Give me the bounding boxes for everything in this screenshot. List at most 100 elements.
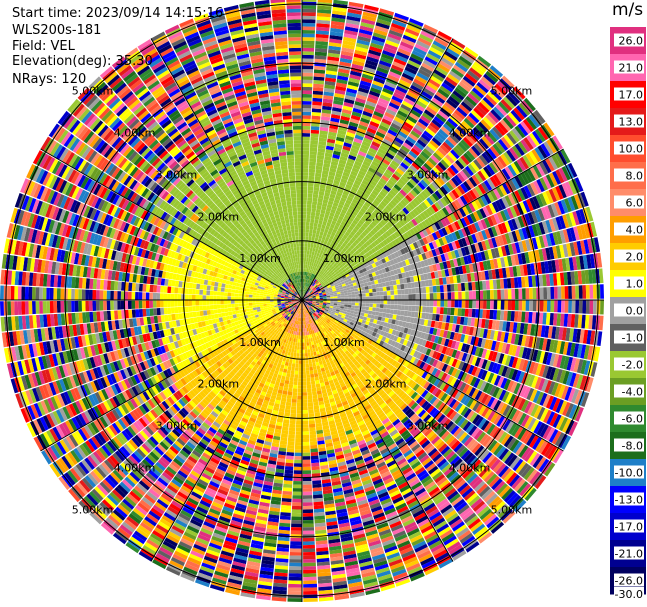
gate-cell bbox=[312, 274, 315, 278]
gate-cell bbox=[447, 44, 462, 55]
gate-cell bbox=[375, 183, 383, 191]
gate-cell bbox=[311, 204, 317, 209]
gate-cell bbox=[305, 275, 308, 280]
gate-cell bbox=[463, 117, 475, 129]
gate-cell bbox=[326, 222, 331, 227]
gate-cell bbox=[589, 300, 594, 314]
gate-cell bbox=[390, 98, 402, 107]
gate-cell bbox=[318, 144, 326, 149]
gate-cell bbox=[316, 277, 320, 281]
gate-cell bbox=[312, 197, 318, 202]
gate-cell bbox=[507, 289, 512, 300]
gate-cell bbox=[317, 238, 322, 243]
gate-cell bbox=[359, 25, 374, 32]
gate-cell bbox=[316, 205, 322, 210]
gate-cell bbox=[322, 232, 328, 237]
gate-cell bbox=[483, 290, 487, 300]
gate-cell bbox=[600, 284, 604, 299]
gate-cell bbox=[302, 143, 310, 148]
gate-cell bbox=[312, 366, 317, 371]
gate-cell bbox=[302, 8, 316, 13]
gate-cell bbox=[532, 287, 537, 299]
gate-cell bbox=[429, 139, 440, 149]
gate-cell bbox=[316, 12, 331, 18]
gate-cell bbox=[417, 37, 432, 47]
gate-cell bbox=[313, 266, 317, 271]
gate-cell bbox=[317, 0, 333, 4]
gate-cell bbox=[430, 154, 440, 164]
gate-cell bbox=[443, 79, 456, 90]
gate-cell bbox=[326, 59, 339, 65]
gate-cell bbox=[307, 272, 310, 276]
gate-cell bbox=[306, 257, 309, 262]
gate-cell bbox=[330, 114, 341, 120]
gate-cell bbox=[461, 300, 466, 308]
gate-cell bbox=[543, 287, 548, 299]
gate-cell bbox=[463, 98, 475, 110]
gate-cell bbox=[327, 230, 333, 235]
gate-cell bbox=[350, 170, 358, 177]
gate-cell bbox=[514, 300, 519, 311]
gate-cell bbox=[368, 310, 373, 315]
gate-cell bbox=[371, 141, 381, 148]
gate-cell bbox=[426, 293, 430, 300]
gate-cell bbox=[360, 207, 367, 214]
gate-cell bbox=[406, 136, 417, 145]
gate-cell bbox=[412, 300, 416, 306]
gate-cell bbox=[321, 263, 326, 268]
gate-cell bbox=[380, 161, 389, 169]
gate-cell bbox=[325, 185, 332, 191]
gate-cell bbox=[302, 12, 316, 17]
gate-cell bbox=[360, 117, 370, 124]
gate-cell bbox=[338, 240, 344, 246]
gate-cell bbox=[431, 137, 442, 147]
gate-cell bbox=[433, 134, 444, 144]
gate-cell bbox=[319, 126, 329, 132]
gate-cell bbox=[429, 306, 434, 314]
gate-cell bbox=[313, 244, 317, 249]
gate-cell bbox=[302, 289, 304, 293]
gate-cell bbox=[342, 252, 347, 258]
gate-cell bbox=[370, 42, 384, 50]
gate-cell bbox=[314, 408, 320, 413]
gate-cell bbox=[336, 169, 344, 175]
gate-cell bbox=[328, 49, 341, 55]
gate-cell bbox=[501, 75, 515, 89]
gate-cell bbox=[341, 193, 348, 200]
gate-cell bbox=[349, 239, 355, 245]
gate-cell bbox=[333, 258, 338, 263]
gate-cell bbox=[331, 110, 342, 116]
gate-cell bbox=[497, 300, 501, 310]
gate-cell bbox=[326, 297, 331, 299]
gate-cell bbox=[397, 289, 402, 295]
gate-cell bbox=[448, 95, 460, 107]
gate-cell bbox=[309, 345, 313, 350]
gate-cell bbox=[317, 151, 325, 156]
gate-cell bbox=[338, 122, 349, 129]
gate-cell bbox=[389, 125, 399, 134]
gate-cell bbox=[440, 56, 454, 67]
gate-cell bbox=[310, 243, 314, 248]
gate-cell bbox=[310, 286, 314, 290]
gate-cell bbox=[454, 61, 469, 73]
gate-cell bbox=[347, 84, 359, 91]
gate-cell bbox=[336, 78, 348, 85]
gate-cell bbox=[322, 102, 333, 107]
gate-cell bbox=[342, 171, 350, 178]
gate-cell bbox=[348, 192, 355, 199]
gate-cell bbox=[341, 47, 355, 53]
gate-cell bbox=[319, 266, 324, 271]
gate-cell bbox=[344, 138, 353, 145]
gate-cell bbox=[389, 162, 398, 171]
gate-cell bbox=[316, 155, 325, 160]
gate-cell bbox=[422, 287, 427, 294]
gate-cell bbox=[412, 144, 423, 154]
gate-cell bbox=[347, 247, 352, 253]
gate-cell bbox=[358, 150, 367, 157]
gate-cell bbox=[347, 208, 354, 214]
gate-cell bbox=[355, 131, 365, 138]
gate-cell bbox=[358, 296, 363, 300]
gate-cell bbox=[435, 113, 447, 123]
gate-cell bbox=[346, 228, 352, 234]
gate-cell bbox=[302, 93, 312, 98]
